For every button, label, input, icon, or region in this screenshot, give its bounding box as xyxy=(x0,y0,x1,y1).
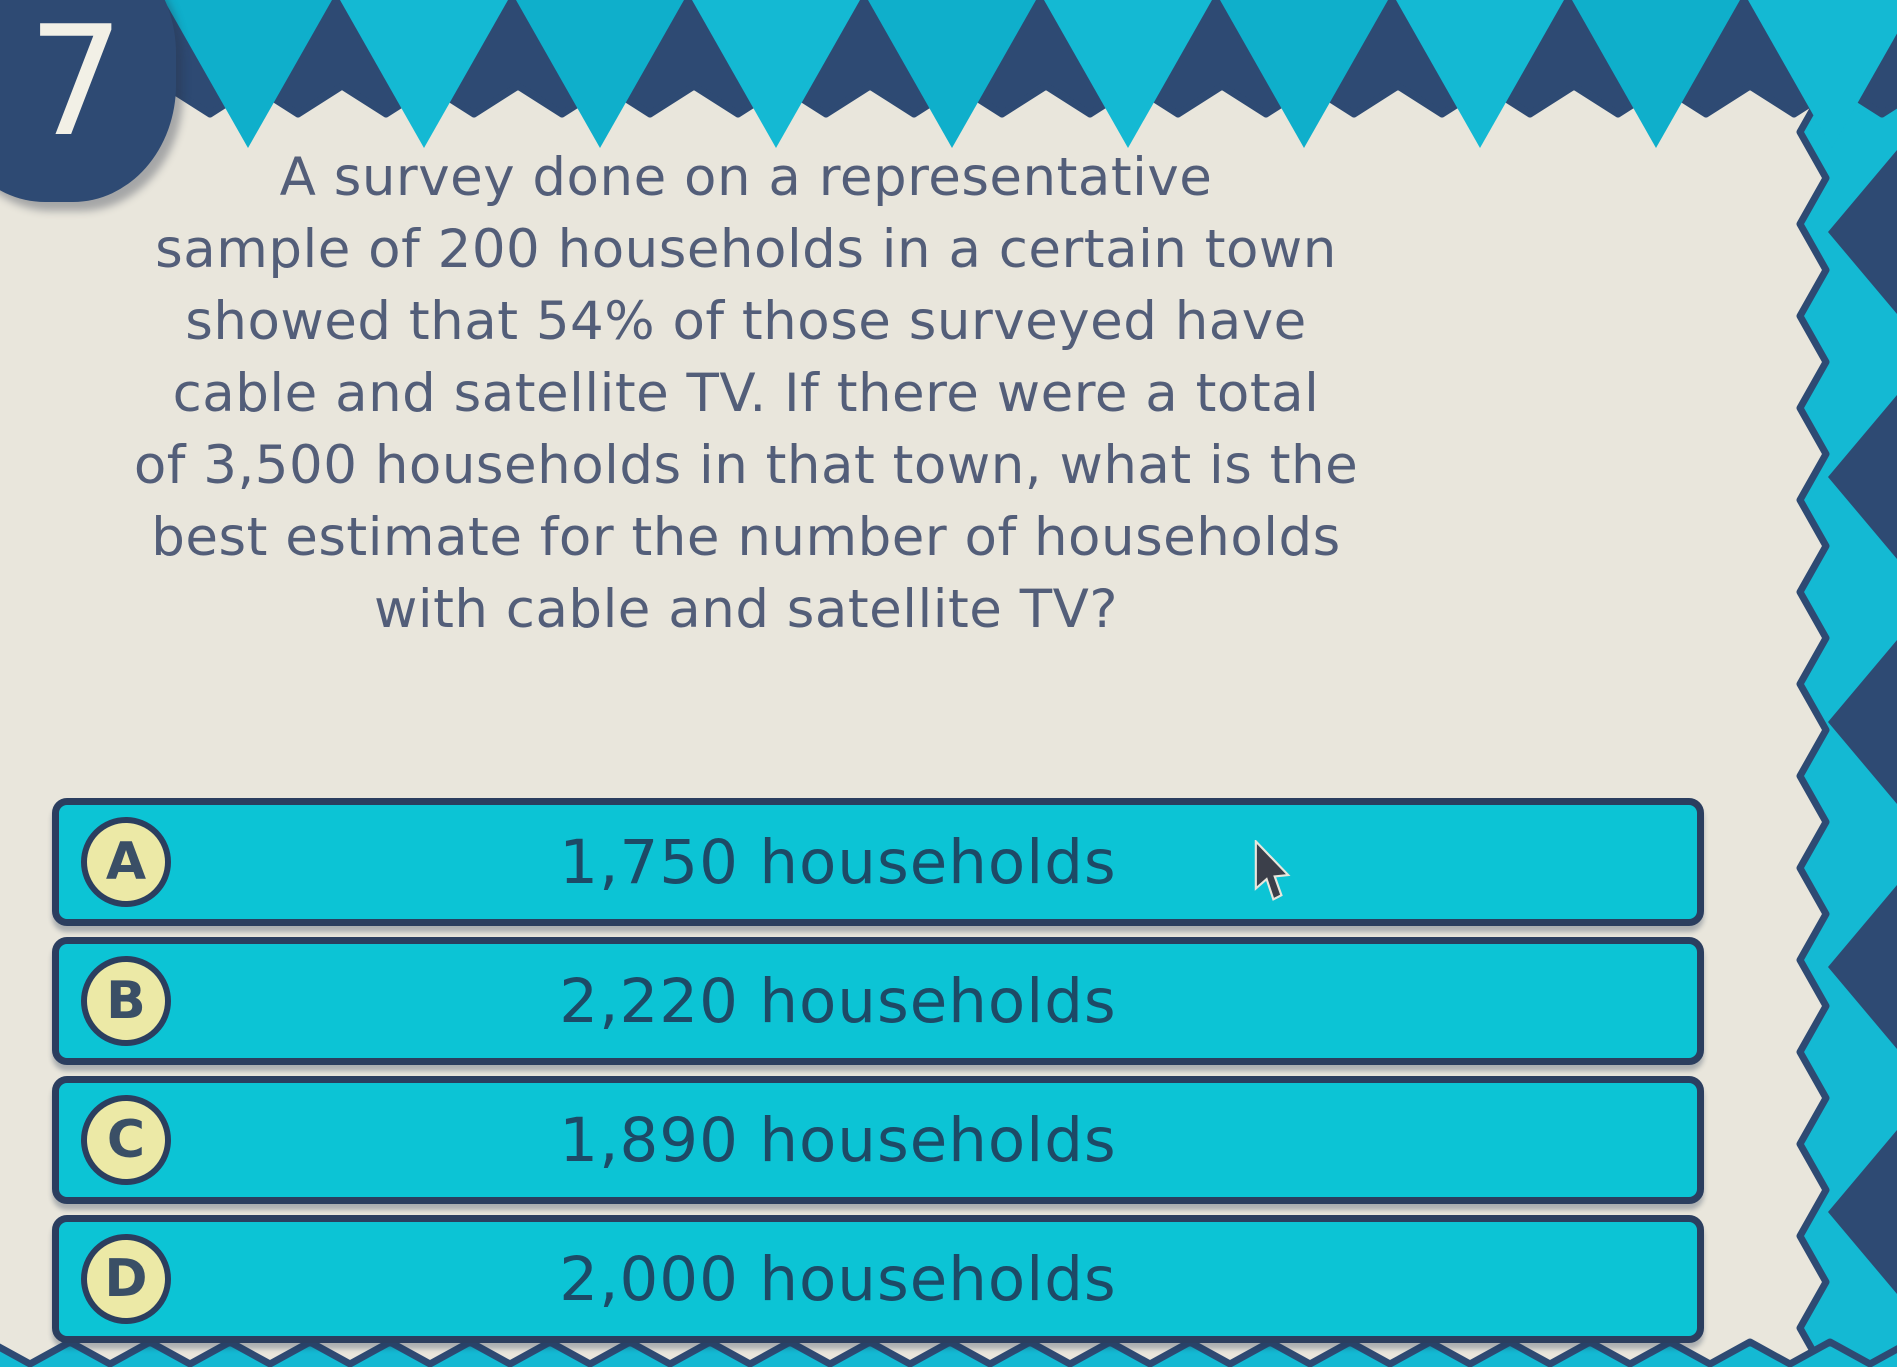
question-text: A survey done on a representative sample… xyxy=(62,142,1430,646)
question-line: showed that 54% of those surveyed have xyxy=(185,291,1307,352)
mouse-cursor-icon xyxy=(1254,840,1291,901)
question-line: of 3,500 households in that town, what i… xyxy=(133,435,1359,496)
right-border-pattern xyxy=(1796,38,1897,1367)
answer-letter-badge: B xyxy=(81,956,171,1046)
question-line: sample of 200 households in a certain to… xyxy=(155,219,1337,280)
question-line: A survey done on a representative xyxy=(279,147,1213,208)
question-number: 7 xyxy=(27,0,125,170)
answer-option-d[interactable]: D 2,000 households xyxy=(52,1215,1704,1343)
answer-letter-badge: A xyxy=(81,817,171,907)
answer-text: 1,750 households xyxy=(559,826,1117,898)
top-border-pattern xyxy=(0,0,1897,148)
question-line: cable and satellite TV. If there were a … xyxy=(172,363,1320,424)
answer-option-c[interactable]: C 1,890 households xyxy=(52,1076,1704,1204)
answer-text: 2,000 households xyxy=(559,1243,1117,1315)
bottom-border-pattern xyxy=(0,1338,1897,1367)
answer-text: 2,220 households xyxy=(559,965,1117,1037)
answer-text: 1,890 households xyxy=(559,1104,1117,1176)
answer-letter: D xyxy=(104,1249,148,1309)
answer-letter: B xyxy=(106,971,146,1031)
answer-option-b[interactable]: B 2,220 households xyxy=(52,937,1704,1065)
answer-letter-badge: D xyxy=(81,1234,171,1324)
question-line: with cable and satellite TV? xyxy=(374,579,1118,640)
answer-letter: C xyxy=(106,1110,146,1170)
question-line: best estimate for the number of househol… xyxy=(151,507,1341,568)
answer-option-a[interactable]: A 1,750 households xyxy=(52,798,1704,926)
answer-letter-badge: C xyxy=(81,1095,171,1185)
answer-letter: A xyxy=(105,832,147,892)
